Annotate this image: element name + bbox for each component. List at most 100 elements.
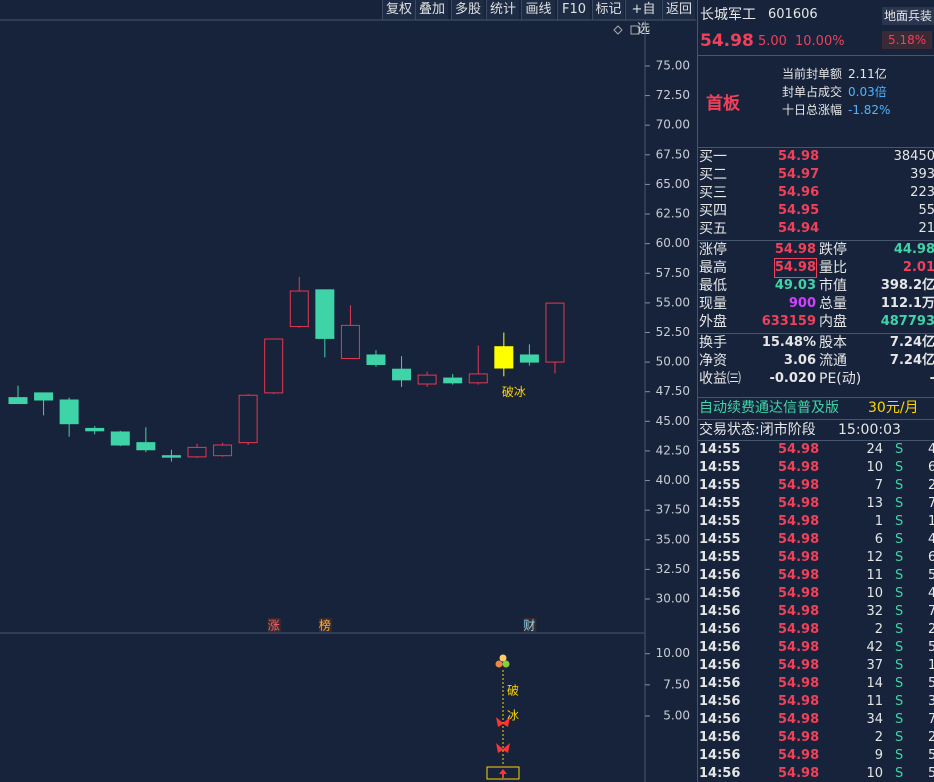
trade-time: 14:56 <box>699 766 741 781</box>
trade-count: 2 <box>928 477 934 495</box>
bid-label: 买一 <box>699 149 727 165</box>
stat-label: 最高 <box>699 260 727 276</box>
bid-price: 54.97 <box>778 167 820 182</box>
hl <box>698 397 934 398</box>
trade-time: 14:56 <box>699 586 741 601</box>
trade-time: 14:56 <box>699 622 741 637</box>
bid-label: 买四 <box>699 203 727 219</box>
stat-value: 487793 <box>880 314 934 329</box>
icon <box>496 743 510 753</box>
trade-volume: 11 <box>866 694 883 709</box>
trade-side: S <box>895 460 904 475</box>
price: 54.98 <box>700 31 754 51</box>
sector: 地面兵装 <box>882 7 934 25</box>
icon <box>495 660 503 668</box>
trade-count: 3 <box>928 693 934 711</box>
quote-panel: 长城军工 601606 地面兵装 5.18% 54.98 5.00 10.00% 首板 当前封单… <box>697 0 934 782</box>
stat-label: 跌停 <box>819 242 847 258</box>
toolbar-button[interactable]: 标记 <box>592 0 624 20</box>
candle-body <box>59 399 79 425</box>
y-tick-label: 37.50 <box>656 503 690 517</box>
trade-volume: 6 <box>874 532 883 547</box>
stat-label: 流通 <box>819 353 847 369</box>
trade-side: S <box>895 604 904 619</box>
toolbar-button[interactable]: F10 <box>557 0 590 20</box>
ad[interactable]: 自动续费通达信普及版 <box>699 400 839 416</box>
trade-volume: 10 <box>866 586 883 601</box>
stock-name: 长城军工 <box>700 7 756 23</box>
trade-price: 54.98 <box>778 514 820 529</box>
trade-volume: 13 <box>866 496 883 511</box>
trade-volume: 37 <box>866 658 883 673</box>
trade-side: S <box>895 532 904 547</box>
trade-time: 14:55 <box>699 442 741 457</box>
icon <box>499 654 507 662</box>
y-tick-label: 70.00 <box>656 118 690 132</box>
trade-price: 54.98 <box>778 676 820 691</box>
icon <box>486 766 520 780</box>
stat-label: 涨停 <box>699 242 727 258</box>
trade-count: 7 <box>928 495 934 513</box>
bid-label: 买五 <box>699 221 727 237</box>
stat-value: 3.06 <box>783 353 816 368</box>
hl <box>698 55 934 56</box>
stat-label: 量比 <box>819 260 847 276</box>
trade-side: S <box>895 676 904 691</box>
y-tick-label: 60.00 <box>656 236 690 250</box>
candle-body <box>264 338 284 394</box>
toolbar-button[interactable]: 多股 <box>451 0 484 20</box>
toolbar-button[interactable]: 返回 <box>662 0 695 20</box>
trade-volume: 24 <box>866 442 883 457</box>
info-label: 十日总涨幅 <box>782 103 843 117</box>
y-tick-label: 7.50 <box>663 677 690 691</box>
candle-body <box>161 455 181 458</box>
chart: 30.00 32.50 35.00 37.50 40.00 42.50 45.00 47.50… <box>0 19 696 782</box>
toolbar-button[interactable]: 叠加 <box>415 0 448 20</box>
trade-time: 14:56 <box>699 730 741 745</box>
trade-time: 14:56 <box>699 640 741 655</box>
trade-side: S <box>895 694 904 709</box>
trade-time: 14:56 <box>699 694 741 709</box>
toolbar-button[interactable]: 统计 <box>486 0 519 20</box>
event-label: 财 <box>523 619 535 633</box>
event-label: 榜 <box>319 618 331 633</box>
toolbar-button[interactable]: 复权 <box>382 0 415 20</box>
bid-volume: 223 <box>910 185 934 200</box>
trade-count: 6 <box>928 549 934 567</box>
stat-value: 900 <box>788 296 816 311</box>
ad-price[interactable]: 30元/月 <box>868 400 919 416</box>
y-tick-label: 72.50 <box>656 88 690 102</box>
trade-count: 4 <box>928 531 934 549</box>
status-time: 15:00:03 <box>838 422 901 438</box>
candle-body <box>110 431 130 446</box>
trade-price: 54.98 <box>778 730 820 745</box>
tag: 首板 <box>706 94 740 114</box>
toolbar-button[interactable]: 画线 <box>521 0 555 20</box>
trade-volume: 12 <box>866 550 883 565</box>
stat-label: PE(动) <box>819 371 862 387</box>
trade-time: 14:56 <box>699 658 741 673</box>
info-value: 2.11亿 <box>848 67 887 81</box>
trade-price: 54.98 <box>778 640 820 655</box>
y-tick-label: 32.50 <box>656 562 690 576</box>
trade-time: 14:55 <box>699 478 741 493</box>
candle-body <box>340 324 360 360</box>
toolbar-button[interactable]: +自选 <box>625 0 661 37</box>
trade-count: 5 <box>928 639 934 657</box>
trade-price: 54.98 <box>778 766 820 781</box>
trade-side: S <box>895 712 904 727</box>
info-label: 当前封单额 <box>782 67 843 81</box>
trade-count: 7 <box>928 603 934 621</box>
candle-body <box>315 289 335 339</box>
icon <box>496 717 510 727</box>
candle-body <box>8 397 28 405</box>
trade-volume: 7 <box>874 478 883 493</box>
trade-time: 14:56 <box>699 676 741 691</box>
trade-price: 54.98 <box>778 460 820 475</box>
y-tick-label: 10.00 <box>656 646 690 660</box>
trade-volume: 1 <box>874 514 883 529</box>
trade-side: S <box>895 748 904 763</box>
stat-value: 7.24亿 <box>889 335 934 350</box>
event-badge <box>267 618 281 632</box>
info-value: -1.82% <box>848 103 891 117</box>
